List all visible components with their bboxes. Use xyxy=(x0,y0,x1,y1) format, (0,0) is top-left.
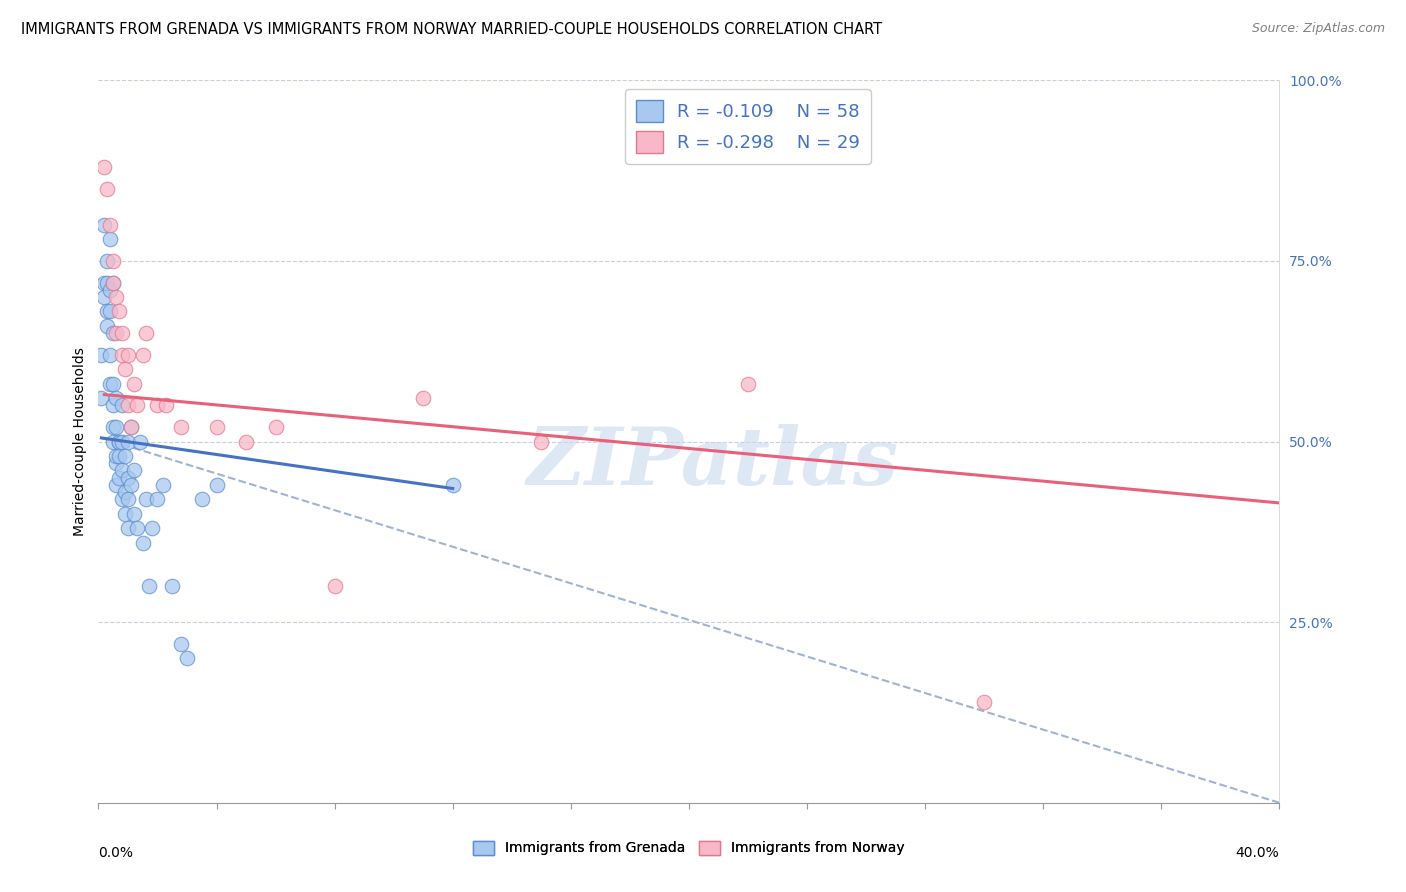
Point xyxy=(323,579,346,593)
Point xyxy=(105,391,128,405)
Point xyxy=(111,348,134,362)
Legend: Immigrants from Grenada, Immigrants from Norway: Immigrants from Grenada, Immigrants from… xyxy=(468,835,910,861)
Point xyxy=(114,362,136,376)
Point xyxy=(96,253,118,268)
Point xyxy=(98,376,121,391)
Point xyxy=(103,434,125,449)
Point xyxy=(138,579,160,593)
Point xyxy=(103,276,125,290)
Point xyxy=(146,398,169,412)
Point xyxy=(111,326,134,340)
Point xyxy=(132,535,155,549)
Point xyxy=(155,398,177,412)
Point xyxy=(412,391,434,405)
Point xyxy=(98,348,121,362)
Point xyxy=(103,276,125,290)
Point xyxy=(146,492,169,507)
Point xyxy=(117,348,139,362)
Point xyxy=(162,579,183,593)
Point xyxy=(105,456,128,470)
Point xyxy=(135,326,157,340)
Point xyxy=(122,376,145,391)
Point xyxy=(114,485,136,500)
Point xyxy=(93,160,115,174)
Point xyxy=(205,478,228,492)
Point xyxy=(973,695,995,709)
Point xyxy=(96,318,118,333)
Point xyxy=(98,232,121,246)
Point xyxy=(93,218,115,232)
Point xyxy=(98,304,121,318)
Point xyxy=(264,420,287,434)
Point xyxy=(90,348,112,362)
Point xyxy=(105,449,128,463)
Point xyxy=(120,420,142,434)
Text: ZIPatlas: ZIPatlas xyxy=(526,425,898,502)
Point xyxy=(108,470,131,484)
Point xyxy=(108,434,131,449)
Point xyxy=(205,420,228,434)
Point xyxy=(90,391,112,405)
Point xyxy=(96,276,118,290)
Point xyxy=(111,434,134,449)
Point xyxy=(125,521,148,535)
Point xyxy=(103,398,125,412)
Point xyxy=(108,449,131,463)
Text: Source: ZipAtlas.com: Source: ZipAtlas.com xyxy=(1251,22,1385,36)
Point xyxy=(105,326,128,340)
Point xyxy=(176,651,198,665)
Point xyxy=(117,521,139,535)
Point xyxy=(128,434,150,449)
Point xyxy=(117,398,139,412)
Point xyxy=(105,420,128,434)
Point xyxy=(132,348,155,362)
Point xyxy=(111,463,134,477)
Y-axis label: Married-couple Households: Married-couple Households xyxy=(73,347,87,536)
Point xyxy=(117,434,139,449)
Point xyxy=(103,376,125,391)
Point xyxy=(141,521,163,535)
Point xyxy=(96,304,118,318)
Point xyxy=(135,492,157,507)
Text: 40.0%: 40.0% xyxy=(1236,847,1279,860)
Point xyxy=(108,434,131,449)
Point xyxy=(93,290,115,304)
Point xyxy=(530,434,553,449)
Point xyxy=(170,637,193,651)
Point xyxy=(122,463,145,477)
Point xyxy=(103,253,125,268)
Point xyxy=(441,478,464,492)
Point xyxy=(191,492,214,507)
Point xyxy=(737,376,759,391)
Point xyxy=(96,182,118,196)
Point xyxy=(105,478,128,492)
Point xyxy=(120,420,142,434)
Point xyxy=(152,478,174,492)
Point xyxy=(93,276,115,290)
Point xyxy=(114,507,136,521)
Text: IMMIGRANTS FROM GRENADA VS IMMIGRANTS FROM NORWAY MARRIED-COUPLE HOUSEHOLDS CORR: IMMIGRANTS FROM GRENADA VS IMMIGRANTS FR… xyxy=(21,22,882,37)
Point xyxy=(103,326,125,340)
Text: 0.0%: 0.0% xyxy=(98,847,134,860)
Point xyxy=(111,398,134,412)
Point xyxy=(98,218,121,232)
Point xyxy=(170,420,193,434)
Point xyxy=(98,283,121,297)
Point xyxy=(105,290,128,304)
Point xyxy=(120,478,142,492)
Point xyxy=(235,434,257,449)
Point xyxy=(122,507,145,521)
Point xyxy=(117,492,139,507)
Point xyxy=(111,492,134,507)
Point xyxy=(114,449,136,463)
Point xyxy=(108,304,131,318)
Point xyxy=(103,420,125,434)
Point xyxy=(117,470,139,484)
Point xyxy=(125,398,148,412)
